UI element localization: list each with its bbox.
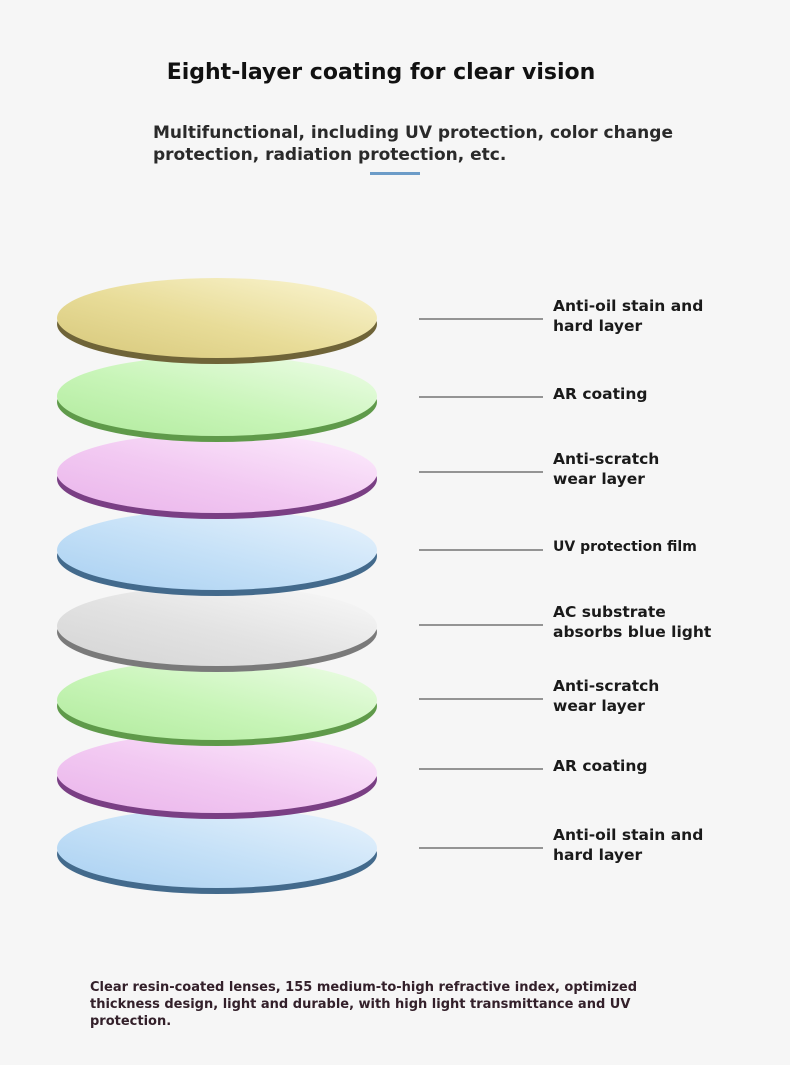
lens-rim	[57, 739, 377, 819]
footer-description: Clear resin-coated lenses, 155 medium-to…	[90, 980, 638, 1029]
layer-label: UV protection film	[553, 539, 697, 555]
accent-underline	[370, 172, 420, 175]
layer-label: AC substrate absorbs blue light	[553, 603, 712, 641]
lens-rim	[57, 362, 377, 442]
lens-surface	[57, 660, 377, 740]
layer-label: AR coating	[553, 757, 648, 775]
layer-label: Anti-oil stain and hard layer	[553, 826, 704, 864]
lens-layer	[57, 278, 377, 364]
lens-layer	[57, 433, 377, 519]
lens-rim	[57, 592, 377, 672]
lens-surface	[57, 433, 377, 513]
lens-surface	[57, 356, 377, 436]
lens-layer	[57, 808, 377, 894]
lens-surface	[57, 733, 377, 813]
lens-surface	[57, 510, 377, 590]
lens-layer	[57, 733, 377, 819]
lens-rim	[57, 439, 377, 519]
lens-rim	[57, 516, 377, 596]
layer-label: Anti-oil stain and hard layer	[553, 297, 704, 335]
lens-layer	[57, 510, 377, 596]
lens-surface	[57, 278, 377, 358]
lens-rim	[57, 814, 377, 894]
page-title: Eight-layer coating for clear vision	[166, 60, 596, 85]
layer-label: Anti-scratch wear layer	[553, 677, 660, 715]
lens-rim	[57, 284, 377, 364]
lens-surface	[57, 586, 377, 666]
lens-layer	[57, 660, 377, 746]
lens-rim	[57, 666, 377, 746]
lens-layer	[57, 356, 377, 442]
lens-layer	[57, 586, 377, 672]
page-subtitle: Multifunctional, including UV protection…	[153, 123, 673, 165]
lens-surface	[57, 808, 377, 888]
layer-label: AR coating	[553, 385, 648, 403]
layer-label: Anti-scratch wear layer	[553, 450, 660, 488]
